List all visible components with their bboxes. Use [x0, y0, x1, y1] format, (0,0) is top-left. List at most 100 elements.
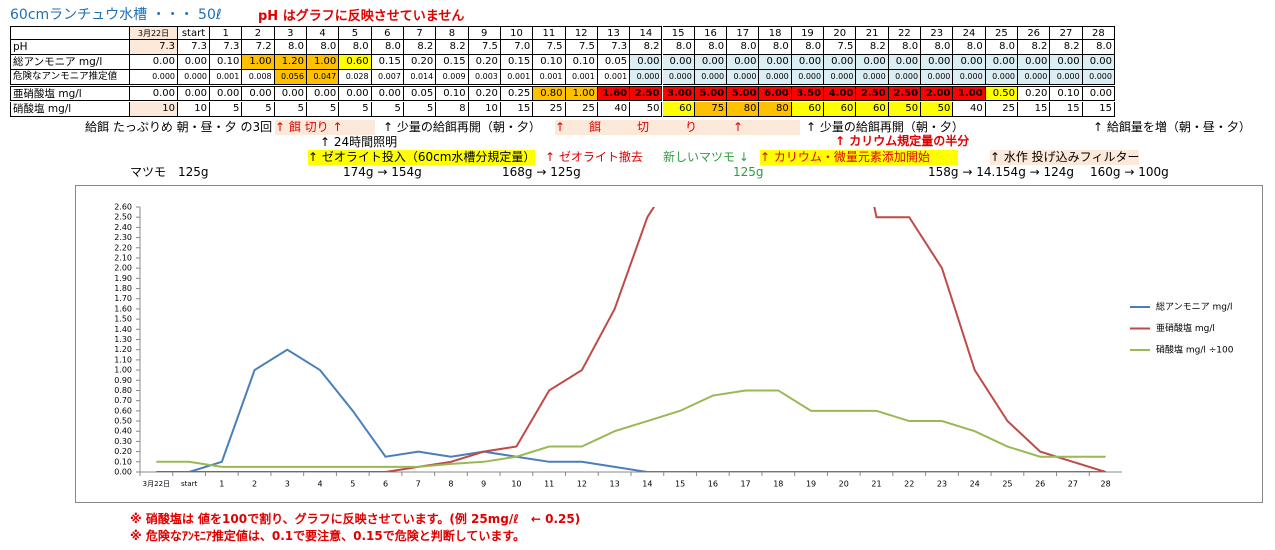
- table-cell: 25: [985, 102, 1019, 117]
- table-cell: 5: [306, 102, 340, 117]
- series-line: [156, 207, 1106, 472]
- table-cell: 6.00: [759, 86, 792, 101]
- table-cell: 0.001: [500, 70, 534, 85]
- column-header: 1: [210, 26, 243, 40]
- x-tick-label: 21: [871, 480, 881, 489]
- annotation: 給餌 たっぷりめ 朝・昼・夕 の3回: [85, 120, 273, 134]
- note: ※ 硝酸塩は 値を100で割り、グラフに反映させています。(例 25mg/ℓ ←…: [130, 512, 581, 526]
- annotation: ↑ ゼオライト撤去: [545, 150, 643, 164]
- x-tick-label: 22: [904, 480, 914, 489]
- table-cell: 40: [953, 102, 986, 117]
- table-cell: 0.028: [339, 70, 372, 85]
- y-tick-label: 1.90: [114, 274, 132, 283]
- table-cell: 0.001: [533, 70, 566, 85]
- annotation: ↑ 24時間照明: [320, 135, 398, 149]
- table-cell: 8.0: [306, 40, 340, 55]
- table-cell: 0.000: [1018, 70, 1051, 85]
- table-cell: 0.014: [403, 70, 437, 85]
- y-tick-label: 0.70: [114, 396, 132, 405]
- table-cell: 15: [1082, 102, 1115, 117]
- column-header: 19: [791, 26, 825, 40]
- table-cell: 8.2: [1018, 40, 1051, 55]
- table-cell: 0.00: [953, 55, 986, 70]
- table-cell: 0.00: [274, 86, 307, 101]
- table-cell: 2.50: [888, 86, 922, 101]
- x-tick-label: 15: [675, 480, 685, 489]
- table-cell: 5: [242, 102, 275, 117]
- y-tick-label: 2.00: [114, 264, 132, 273]
- y-tick-label: 1.50: [114, 315, 132, 324]
- table-cell: 5: [274, 102, 307, 117]
- table-cell: 8.2: [856, 40, 889, 55]
- annotation: 125g: [733, 165, 764, 179]
- table-cell: 8: [436, 102, 469, 117]
- column-header: 28: [1082, 26, 1115, 40]
- table-cell: 0.00: [921, 55, 954, 70]
- table-cell: 0.00: [1018, 55, 1051, 70]
- table-cell: 3.00: [662, 86, 695, 101]
- column-header: 9: [468, 26, 501, 40]
- column-header: 12: [565, 26, 598, 40]
- y-tick-label: 1.30: [114, 335, 132, 344]
- column-header: 17: [727, 26, 760, 40]
- table-cell: 0.00: [339, 86, 372, 101]
- annotation: ↑ 給餌量を増（朝・昼・夕）: [1093, 120, 1251, 134]
- table-cell: 0.00: [306, 86, 340, 101]
- annotation: 新しいマツモ ↓: [663, 150, 749, 164]
- table-cell: 60: [662, 102, 695, 117]
- x-tick-label: 12: [577, 480, 587, 489]
- table-cell: 8.2: [630, 40, 663, 55]
- table-cell: 0.10: [210, 55, 243, 70]
- chart-frame: [75, 185, 1263, 503]
- table-cell: 8.0: [953, 40, 986, 55]
- table-cell: 3.50: [791, 86, 825, 101]
- table-cell: 0.000: [130, 70, 178, 85]
- table-cell: 0.00: [242, 86, 275, 101]
- table-cell: 4.00: [824, 86, 857, 101]
- y-tick-label: 2.20: [114, 243, 132, 252]
- table-cell: 5: [210, 102, 243, 117]
- table-cell: 0.00: [985, 55, 1019, 70]
- table-cell: 0.00: [694, 55, 728, 70]
- table-cell: 8.2: [1050, 40, 1083, 55]
- column-header: 25: [985, 26, 1019, 40]
- table-cell: 7.5: [565, 40, 598, 55]
- table-cell: 0.15: [500, 55, 534, 70]
- table-cell: 0.000: [178, 70, 210, 85]
- table-cell: 0.047: [306, 70, 340, 85]
- column-header: 21: [856, 26, 889, 40]
- x-tick-label: 20: [839, 480, 849, 489]
- table-cell: 60: [791, 102, 825, 117]
- table-cell: 0.000: [888, 70, 922, 85]
- table-cell: 7.5: [533, 40, 566, 55]
- table-cell: 0.000: [759, 70, 792, 85]
- table-cell: 8.0: [274, 40, 307, 55]
- table-cell: 2.00: [921, 86, 954, 101]
- column-header: 14: [630, 26, 663, 40]
- table-cell: 0.00: [662, 55, 695, 70]
- annotation: ↑ 餌 切り ↑: [275, 120, 375, 135]
- table-cell: 0.25: [500, 86, 534, 101]
- table-cell: 0.05: [403, 86, 437, 101]
- column-header: 26: [1018, 26, 1051, 40]
- table-cell: 1.00: [242, 55, 275, 70]
- table-cell: 10: [178, 102, 210, 117]
- column-header: 4: [306, 26, 340, 40]
- row-label: 硝酸塩 mg/l: [10, 102, 130, 117]
- table-cell: 0.00: [630, 55, 663, 70]
- table-cell: 0.15: [436, 55, 469, 70]
- table-cell: 1.60: [597, 86, 631, 101]
- column-header: 8: [436, 26, 469, 40]
- annotation: ↑ 水作 投げ込みフィルター: [990, 150, 1140, 165]
- table-cell: 0.00: [1050, 55, 1083, 70]
- column-header: 22: [888, 26, 922, 40]
- table-cell: 80: [759, 102, 792, 117]
- legend-label: 総アンモニア mg/l: [1156, 301, 1233, 313]
- x-tick-label: 24: [970, 480, 980, 489]
- table-cell: 7.0: [500, 40, 534, 55]
- row-label: 総アンモニア mg/l: [10, 55, 130, 70]
- table-cell: 40: [597, 102, 631, 117]
- column-header: 23: [921, 26, 954, 40]
- table-cell: 0.00: [856, 55, 889, 70]
- table-cell: 8.0: [727, 40, 760, 55]
